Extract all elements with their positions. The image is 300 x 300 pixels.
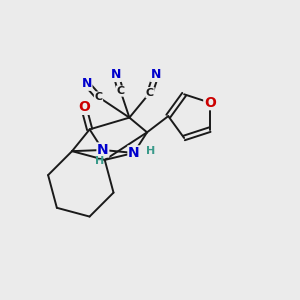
- Text: N: N: [151, 68, 161, 81]
- Text: N: N: [82, 77, 92, 90]
- Text: C: C: [116, 86, 124, 96]
- Text: H: H: [146, 146, 155, 157]
- Text: C: C: [94, 92, 103, 102]
- Text: O: O: [204, 96, 216, 110]
- Text: N: N: [128, 146, 140, 160]
- Text: O: O: [78, 100, 90, 114]
- Text: N: N: [97, 143, 109, 157]
- Text: C: C: [146, 88, 154, 98]
- Text: H: H: [95, 156, 105, 166]
- Text: N: N: [111, 68, 121, 81]
